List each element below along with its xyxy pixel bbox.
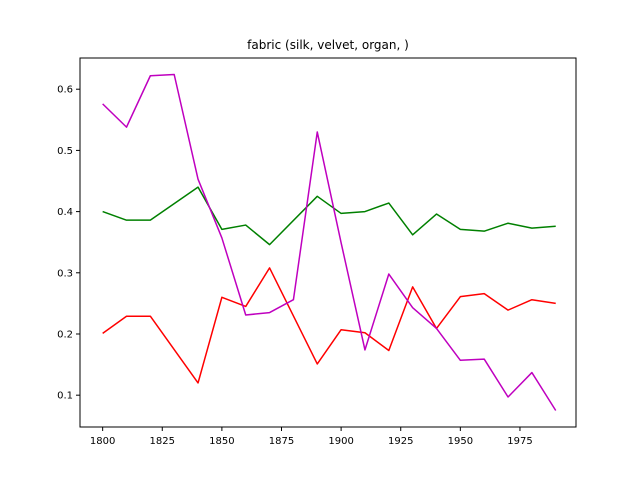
y-tick-label: 0.2: [57, 329, 73, 340]
series-line-3: [102, 73, 557, 411]
y-axis-ticks: 0.1 0.2 0.3 0.4 0.5 0.6: [57, 85, 80, 402]
series-line-2: [102, 186, 556, 246]
x-tick-label: 1825: [150, 436, 175, 447]
x-tick-label: 1800: [90, 436, 115, 447]
series-line-1: [102, 267, 556, 384]
y-tick-label: 0.1: [57, 391, 73, 402]
plot-frame: [79, 57, 577, 428]
series-layer: [102, 73, 557, 411]
y-tick-label: 0.4: [57, 207, 73, 218]
chart-title: fabric (silk, velvet, organ, ): [247, 38, 409, 52]
x-tick-label: 1900: [328, 436, 353, 447]
y-tick-label: 0.3: [57, 268, 73, 279]
x-tick-label: 1850: [209, 436, 234, 447]
x-axis-ticks: 1800 1825 1850 1875 1900 1925 1950 1975: [90, 427, 533, 447]
x-tick-label: 1975: [507, 436, 532, 447]
x-tick-label: 1925: [388, 436, 413, 447]
x-tick-label: 1950: [448, 436, 473, 447]
x-tick-label: 1875: [269, 436, 294, 447]
y-tick-label: 0.6: [57, 85, 73, 96]
y-tick-label: 0.5: [57, 146, 73, 157]
